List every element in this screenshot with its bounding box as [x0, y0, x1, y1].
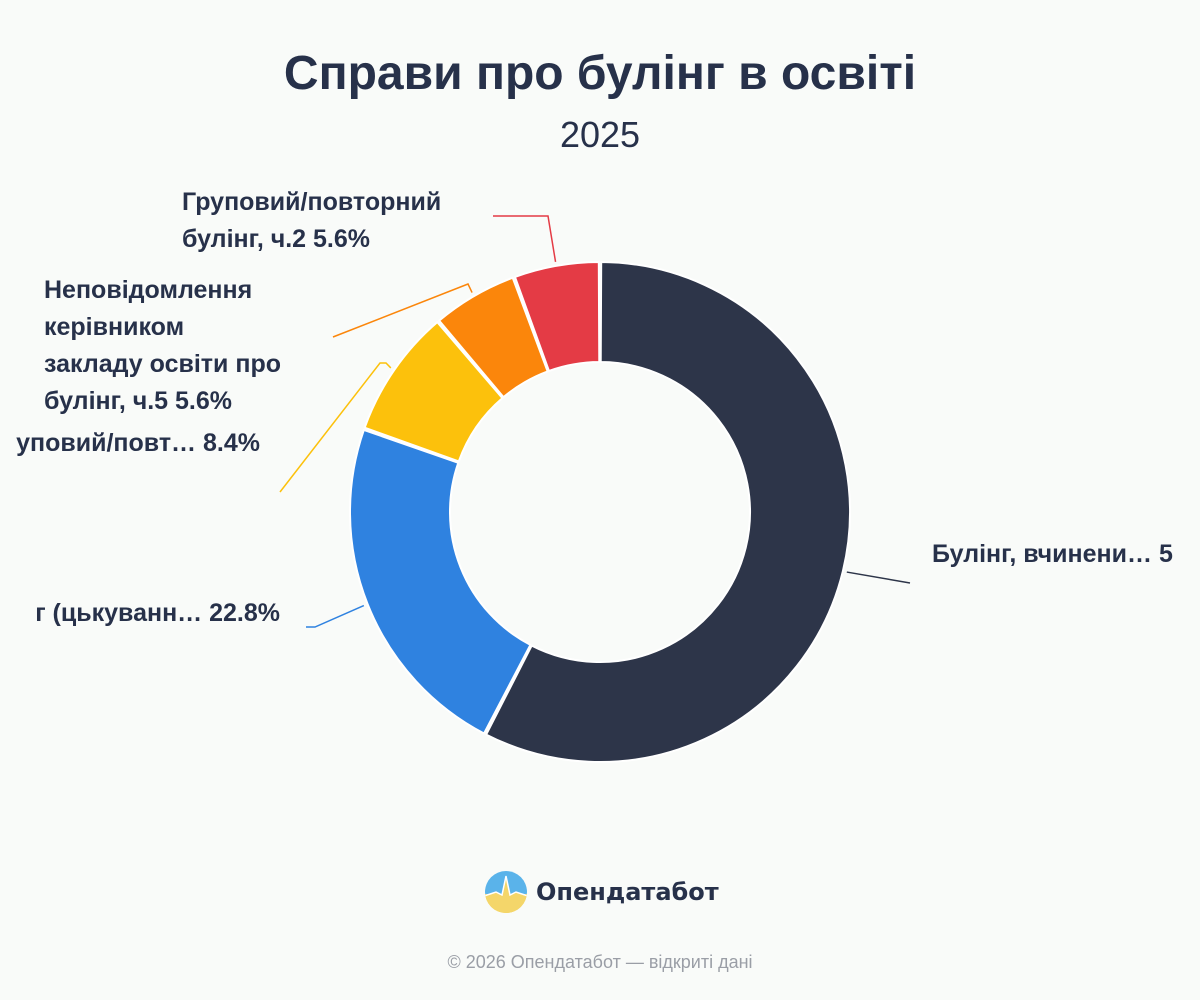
leader-line	[332, 283, 473, 338]
slice-label-line: булінг, ч.2 5.6%	[182, 225, 370, 253]
leader-line	[846, 571, 911, 584]
slice-label: Груповий/повторний булінг, ч.2 5.6%	[182, 188, 441, 253]
slice-label: Неповідомлення керівником закладу освіти п…	[44, 276, 281, 415]
slice-label-line: Груповий/повторний	[182, 188, 441, 216]
slice-label-line: уповий/повт… 8.4%	[16, 429, 260, 457]
slice-label-line: г (цькуванн… 22.8%	[35, 599, 280, 627]
slice-label: Булінг, вчинени… 5	[932, 540, 1173, 568]
leader-line	[279, 362, 392, 493]
chart-subtitle: 2025	[559, 114, 641, 155]
slice-label-line: Неповідомлення	[44, 276, 252, 304]
footer-copyright: © 2026 Опендатабот — відкриті дані	[447, 952, 753, 972]
leader-line	[306, 604, 365, 628]
donut-slice	[363, 321, 504, 463]
slice-label: уповий/повт… 8.4%	[16, 429, 260, 457]
donut-slice	[438, 276, 549, 399]
leader-line	[493, 215, 557, 263]
brand: Опендатабот	[484, 870, 719, 914]
opendatabot-logo-icon	[485, 871, 527, 913]
slice-label: г (цькуванн… 22.8%	[35, 599, 280, 627]
donut-slice	[513, 261, 601, 372]
slice-label-line: Булінг, вчинени… 5	[932, 540, 1173, 568]
brand-name: Опендатабот	[536, 878, 719, 906]
slice-label-line: булінг, ч.5 5.6%	[44, 387, 232, 415]
donut-slice	[485, 261, 851, 763]
chart-title: Справи про булінг в освіті	[283, 47, 917, 100]
slice-label-line: закладу освіти про	[44, 350, 281, 378]
slice-label-line: керівником	[44, 313, 184, 341]
donut-slice	[349, 428, 532, 735]
